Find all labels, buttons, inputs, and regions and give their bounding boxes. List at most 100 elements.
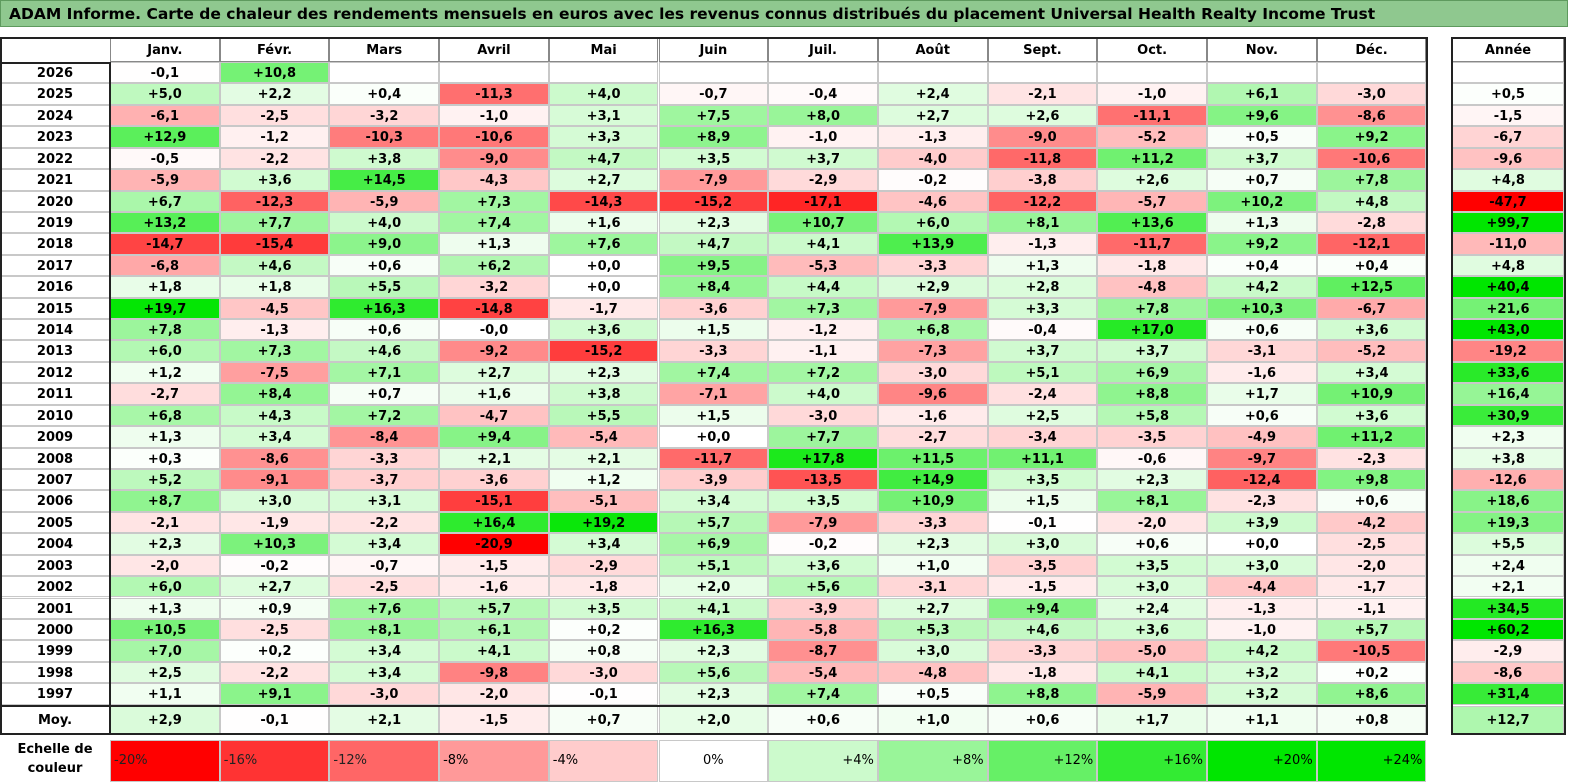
heatmap-cell: +9,4 (987, 597, 1098, 619)
month-header: Mai (548, 37, 659, 62)
heatmap-cell: -1,3 (987, 233, 1098, 255)
heatmap-cell: -1,6 (439, 576, 549, 598)
heatmap-cell: -3,2 (439, 276, 549, 298)
heatmap-cell: -0,6 (1097, 447, 1207, 469)
annual-cell: -19,2 (1452, 340, 1564, 362)
heatmap-cell: +2,7 (877, 104, 988, 127)
heatmap-cell: -2,5 (219, 104, 330, 127)
heatmap-cell: -2,9 (768, 169, 878, 191)
heatmap-cell: -10,6 (439, 126, 549, 148)
heatmap-cell: +10,8 (219, 62, 330, 84)
heatmap-cell: -9,0 (987, 126, 1098, 148)
average-cell: +1,1 (1207, 705, 1317, 734)
heatmap-cell: -7,9 (877, 297, 988, 320)
heatmap-cell: -5,2 (1097, 126, 1207, 148)
year-label: 2000 (0, 618, 110, 641)
heatmap-cell: +6,1 (1207, 83, 1317, 105)
heatmap-cell: -9,0 (439, 147, 549, 170)
heatmap-cell: +7,0 (110, 640, 220, 662)
heatmap-cell: +3,6 (1316, 404, 1427, 427)
heatmap-cell: -8,6 (1316, 104, 1427, 127)
heatmap-cell: +5,7 (1316, 618, 1427, 641)
heatmap-cell: +10,5 (110, 618, 220, 641)
heatmap-cell: +5,1 (987, 361, 1098, 384)
heatmap-cell: -1,1 (768, 340, 878, 362)
heatmap-cell: +4,8 (1316, 190, 1427, 212)
year-label: 2021 (0, 169, 110, 191)
heatmap-cell: +16,3 (329, 297, 440, 320)
heatmap-cell: +9,6 (1207, 104, 1317, 127)
legend-swatch: -4% (548, 740, 659, 782)
heatmap-cell: -2,3 (1316, 447, 1427, 469)
heatmap-cell: -3,3 (877, 511, 988, 534)
heatmap-cell: -2,8 (1316, 211, 1427, 234)
heatmap-cell: +8,4 (219, 383, 330, 405)
heatmap-cell: +6,2 (439, 254, 549, 277)
annual-cell: -9,6 (1452, 147, 1564, 170)
heatmap-cell: +5,0 (110, 83, 220, 105)
heatmap-cell: +4,1 (1097, 661, 1207, 684)
heatmap-cell: +8,0 (768, 104, 878, 127)
heatmap-cell: -1,0 (439, 104, 549, 127)
heatmap-cell: -0,2 (768, 533, 878, 555)
legend-swatch: +16% (1097, 740, 1207, 782)
heatmap-cell: +1,5 (658, 404, 769, 427)
heatmap-cell: -10,3 (329, 126, 440, 148)
heatmap-cell: -7,1 (658, 383, 769, 405)
heatmap-cell: -3,9 (768, 597, 878, 619)
heatmap-cell: +3,4 (548, 533, 659, 555)
heatmap-cell: +1,3 (439, 233, 549, 255)
average-cell: -1,5 (439, 705, 549, 734)
legend-swatch: +12% (987, 740, 1098, 782)
heatmap-cell: -1,9 (219, 511, 330, 534)
heatmap-cell: +5,5 (329, 276, 440, 298)
heatmap-cell: +1,3 (110, 426, 220, 448)
heatmap-cell: +2,6 (1097, 169, 1207, 191)
legend-swatch: +24% (1316, 740, 1427, 782)
annual-cell: +33,6 (1452, 361, 1564, 384)
heatmap-cell: +10,7 (768, 211, 878, 234)
heatmap-cell: -1,3 (219, 319, 330, 341)
heatmap-cell (329, 62, 440, 84)
annual-cell: +21,6 (1452, 297, 1564, 320)
annual-cell: +43,0 (1452, 319, 1564, 341)
heatmap-cell: -5,1 (548, 490, 659, 512)
heatmap-cell: +3,5 (548, 597, 659, 619)
heatmap-cell: -9,8 (439, 661, 549, 684)
average-label: Moy. (0, 705, 110, 734)
annual-cell: -12,6 (1452, 468, 1564, 491)
legend-swatch: -16% (219, 740, 330, 782)
heatmap-cell: +6,9 (658, 533, 769, 555)
heatmap-cell: +3,0 (219, 490, 330, 512)
month-header: Nov. (1207, 37, 1317, 62)
average-cell: +0,8 (1316, 705, 1427, 734)
heatmap-cell: +14,5 (329, 169, 440, 191)
heatmap-cell: -15,4 (219, 233, 330, 255)
heatmap-cell: -12,2 (987, 190, 1098, 212)
heatmap-cell: +4,6 (987, 618, 1098, 641)
heatmap-cell: -0,4 (768, 83, 878, 105)
heatmap-cell: -14,8 (439, 297, 549, 320)
heatmap-cell: +7,8 (1316, 169, 1427, 191)
heatmap-cell: -1,0 (1097, 83, 1207, 105)
heatmap-cell: +4,1 (439, 640, 549, 662)
heatmap-cell: +17,8 (768, 447, 878, 469)
heatmap-cell: +1,3 (987, 254, 1098, 277)
legend-swatch: -12% (329, 740, 440, 782)
heatmap-cell: -1,1 (1316, 597, 1427, 619)
heatmap-cell: +3,7 (987, 340, 1098, 362)
heatmap-cell: -6,8 (110, 254, 220, 277)
heatmap-cell: -2,2 (219, 661, 330, 684)
heatmap-cell: +6,1 (439, 618, 549, 641)
heatmap-cell: -1,7 (548, 297, 659, 320)
annual-cell: +99,7 (1452, 211, 1564, 234)
heatmap-cell: -5,0 (1097, 640, 1207, 662)
annual-cell: -11,0 (1452, 233, 1564, 255)
heatmap-cell: -3,8 (987, 169, 1098, 191)
heatmap-cell: -8,4 (329, 426, 440, 448)
heatmap-cell: -4,8 (1097, 276, 1207, 298)
heatmap-cell: -2,7 (110, 383, 220, 405)
heatmap-cell: +1,2 (548, 468, 659, 491)
heatmap-cell: -2,9 (548, 554, 659, 577)
year-label: 2014 (0, 319, 110, 341)
